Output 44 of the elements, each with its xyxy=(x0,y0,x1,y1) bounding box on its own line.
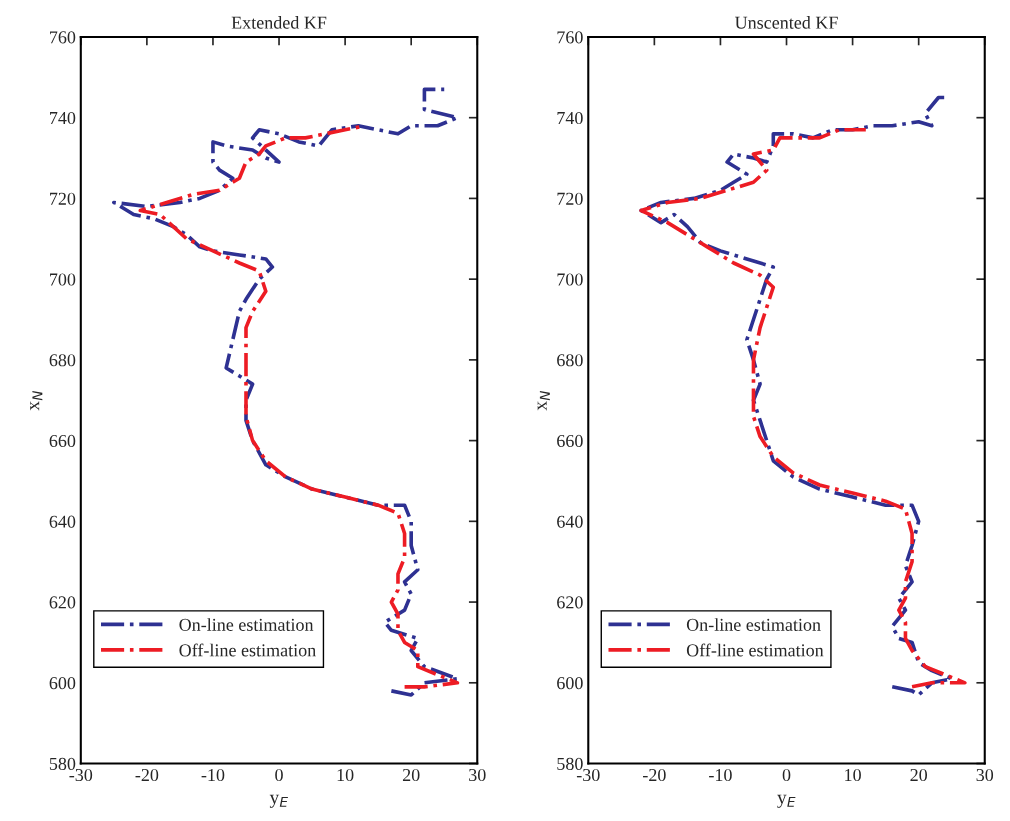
y-tick-label: 600 xyxy=(49,677,76,690)
y-axis-title: x$_{N}$ xyxy=(537,390,550,411)
legend-label: Off-line estimation xyxy=(179,643,316,657)
x-tick-label: -20 xyxy=(643,768,666,782)
y-tick-label: 700 xyxy=(557,273,583,286)
y-tick-label: 580 xyxy=(49,757,76,770)
x-tick-label: 0 xyxy=(275,768,283,782)
x-tick-label: -30 xyxy=(576,768,600,782)
y-tick-label: 680 xyxy=(49,354,76,367)
y-tick-label: 620 xyxy=(49,596,76,609)
y-tick-label: 580 xyxy=(557,757,583,770)
y-tick-label: 660 xyxy=(557,434,583,448)
legend-label: On-line estimation xyxy=(686,618,821,631)
legend-label: On-line estimation xyxy=(179,618,314,631)
y-axis-title: x$_{N}$ xyxy=(30,390,43,411)
y-tick-label: 720 xyxy=(50,192,76,205)
y-tick-label: 600 xyxy=(557,677,583,690)
y-tick-label: 740 xyxy=(50,111,76,125)
x-tick-label: -10 xyxy=(709,768,732,782)
chart-title: Unscented KF xyxy=(734,16,838,29)
y-tick-label: 700 xyxy=(50,273,76,286)
y-tick-label: 640 xyxy=(49,515,76,528)
legend-label: Off-line estimation xyxy=(686,643,824,657)
y-tick-label: 760 xyxy=(50,31,76,44)
x-tick-label: 0 xyxy=(782,768,791,782)
x-tick-label: 30 xyxy=(469,768,486,782)
x-tick-label: -30 xyxy=(69,768,93,782)
x-tick-label: -20 xyxy=(135,768,159,782)
y-tick-label: 660 xyxy=(49,434,76,448)
x-tick-label: 30 xyxy=(976,768,994,782)
y-tick-label: 720 xyxy=(557,192,583,205)
x-axis-title: y$_{E}$ xyxy=(777,794,796,808)
y-tick-label: 640 xyxy=(557,515,583,528)
y-tick-label: 620 xyxy=(557,596,583,609)
x-tick-label: 20 xyxy=(402,768,420,782)
y-tick-label: 760 xyxy=(557,31,583,44)
x-tick-label: 20 xyxy=(910,768,928,782)
y-tick-label: 680 xyxy=(557,354,583,367)
y-tick-label: 740 xyxy=(557,111,583,125)
x-axis-title: y$_{E}$ xyxy=(269,794,288,808)
x-tick-label: 10 xyxy=(337,768,354,782)
x-tick-label: -10 xyxy=(201,768,225,782)
x-tick-label: 10 xyxy=(845,768,861,782)
chart-title: Extended KF xyxy=(231,16,327,29)
